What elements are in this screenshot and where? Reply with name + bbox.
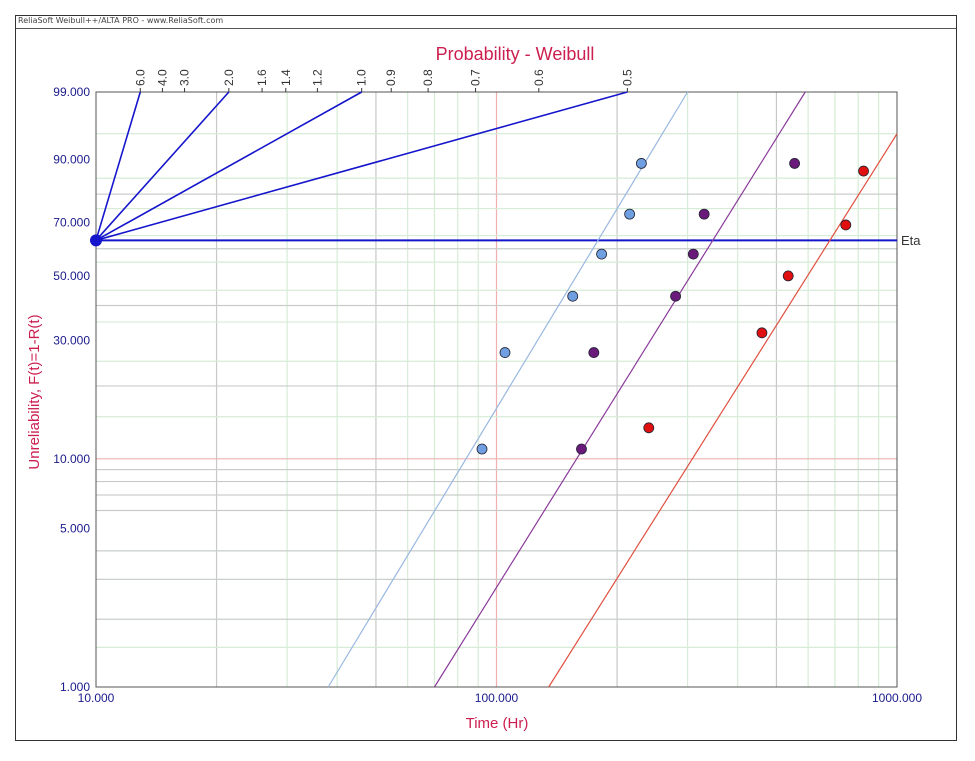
chart-title: Probability - Weibull (436, 44, 595, 64)
beta-tick-label: 2.0 (222, 69, 236, 86)
source-divider (16, 28, 956, 29)
y-tick-label: 99.000 (53, 85, 90, 99)
data-points-layer (476, 158, 869, 455)
y-tick-label: 1.000 (60, 680, 90, 694)
beta-tick-label: 0.9 (384, 69, 398, 86)
fit-line-red (548, 133, 898, 688)
plot-border (95, 91, 898, 688)
data-point-purple (588, 347, 600, 358)
data-point-red (643, 422, 655, 434)
x-tick-label: 10.000 (78, 691, 115, 705)
data-point-blue (476, 443, 488, 455)
data-point-blue (635, 158, 647, 169)
beta-tick-label: 1.0 (355, 69, 369, 86)
eta-label: Eta (901, 233, 921, 248)
beta-tick-label: 1.2 (310, 69, 324, 86)
data-point-blue (624, 208, 636, 220)
fit-line-purple (433, 91, 806, 688)
data-point-purple (576, 443, 587, 455)
beta-line (95, 91, 363, 242)
fit-line-blue (327, 91, 689, 688)
data-point-red (840, 219, 852, 231)
beta-tick-label: 0.8 (421, 69, 435, 86)
chart-frame (15, 15, 957, 741)
source-label: ReliaSoft Weibull++/ALTA PRO - www.Relia… (18, 16, 224, 25)
data-point-red (858, 165, 869, 177)
beta-tick-label: 0.5 (620, 69, 634, 86)
beta-tick-label: 3.0 (178, 69, 192, 86)
data-point-red (756, 327, 768, 339)
beta-tick-label: 0.7 (469, 69, 483, 86)
data-point-blue (499, 347, 511, 358)
data-point-purple (687, 248, 699, 260)
beta-line (95, 91, 230, 241)
x-tick-label: 1000.000 (872, 691, 922, 705)
x-axis-label: Time (Hr) (466, 715, 529, 732)
x-tick-label: 100.000 (475, 691, 519, 705)
y-axis-label: Unreliability, F(t)=1-R(t) (26, 314, 43, 469)
beta-tick-label: 0.6 (532, 69, 546, 86)
y-tick-label: 10.000 (53, 452, 90, 466)
y-tick-label: 70.000 (53, 215, 90, 229)
data-point-blue (596, 248, 608, 260)
labels-layer: 99.000 90.000 70.000 50.000 30.000 10.000 5.00… (53, 85, 922, 705)
y-tick-label: 90.000 (53, 152, 90, 166)
fit-lines-layer (327, 91, 898, 688)
data-point-purple (789, 158, 800, 169)
data-point-purple (670, 290, 681, 302)
grid-layer (95, 91, 898, 688)
y-tick-label: 30.000 (53, 333, 90, 347)
beta-scale-layer: 6.0 4.0 3.0 2.0 1.6 1.4 1.2 1.0 0.9 0.8 0.7 0.6 0.5 (90, 69, 897, 247)
beta-tick-label: 1.4 (279, 69, 293, 86)
beta-origin-point (90, 234, 102, 247)
beta-line (95, 91, 628, 242)
beta-tick-label: 4.0 (155, 69, 169, 86)
y-tick-label: 50.000 (53, 269, 90, 283)
data-point-blue (567, 290, 579, 302)
y-tick-label: 5.000 (60, 522, 90, 536)
beta-line (95, 91, 142, 241)
beta-tick-label: 1.6 (255, 69, 269, 86)
data-point-red (782, 270, 794, 282)
data-point-purple (698, 208, 710, 220)
beta-tick-label: 6.0 (133, 69, 147, 86)
